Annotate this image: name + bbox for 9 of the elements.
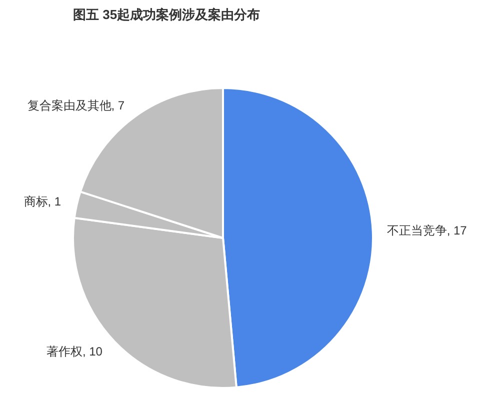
- data-label: , 17: [446, 224, 467, 238]
- data-label: , 10: [82, 344, 102, 358]
- data-label: , 1: [48, 194, 62, 208]
- data-label: , 7: [111, 98, 125, 112]
- category-label: 复合案由及其他: [27, 98, 112, 112]
- chart-title: 图五 35起成功案例涉及案由分布: [73, 7, 260, 22]
- category-label: 不正当竞争: [386, 224, 447, 238]
- category-label: 商标: [24, 194, 48, 208]
- category-label: 著作权: [46, 344, 82, 358]
